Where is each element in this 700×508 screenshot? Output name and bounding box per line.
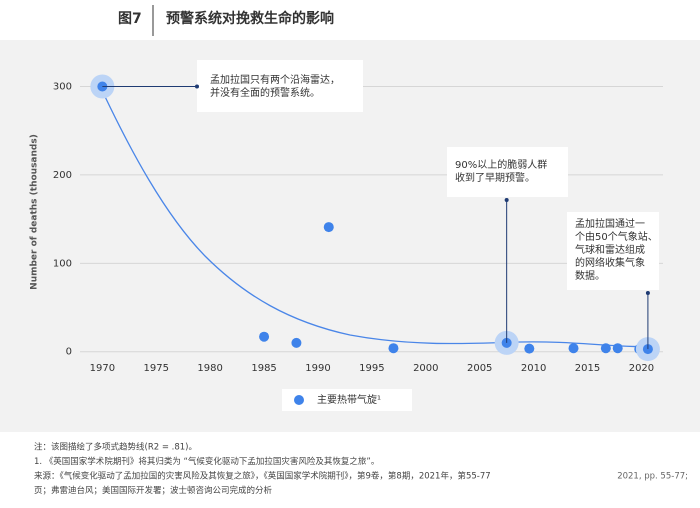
footer-text: 页；弗雷迪台风；美国国际开发署；波士顿咨询公司完成的分析 [34, 485, 273, 496]
annotation-text: 孟加拉国通过一 [575, 217, 645, 230]
point [388, 343, 399, 354]
trend-line [99, 85, 651, 348]
point [568, 343, 579, 354]
annotation-text: 并没有全面的预警系统。 [210, 86, 320, 99]
point [323, 222, 334, 233]
x-tick-label: 2015 [575, 363, 600, 374]
y-axis-label: Number of deaths (thousands) [30, 134, 40, 290]
connector-dot [645, 291, 650, 295]
point [524, 343, 535, 354]
point [600, 343, 611, 354]
plot: 0 100 200 300 1970 1975 1980 1985 1990 1995 2000 20… [30, 82, 663, 374]
connector-dot [195, 84, 199, 89]
annotation-text: 的网络收集气象 [575, 256, 645, 269]
annotation-box [567, 212, 659, 290]
footer-text: 2021, pp. 55-77; [617, 472, 688, 482]
x-tick-label: 1975 [144, 363, 169, 374]
point [259, 331, 270, 342]
annotation-text: 收到了早期预警。 [455, 171, 535, 184]
annotation-box [447, 147, 568, 197]
annotation-text: 90%以上的脆弱人群 [455, 158, 547, 171]
overlay: 孟加拉国只有两个沿海雷达，并没有全面的预警系统。 90%以上的脆弱人群收到了早期预… [90, 60, 660, 411]
y-tick-label: 300 [53, 82, 72, 93]
x-tick-label: 1980 [197, 363, 222, 374]
footer-text: 注：该图描绘了多项式趋势线(R2 = .81)。 [34, 442, 197, 453]
legend-label: 主要热带气旋¹ [317, 393, 381, 406]
annotation-box [197, 60, 363, 112]
y-tick-label: 100 [53, 258, 72, 269]
x-tick-label: 2010 [521, 363, 546, 374]
annotation-text: 气球和雷达组成 [575, 243, 645, 256]
figure-title: 预警系统对挽救生命的影响 [166, 10, 334, 27]
annotation-text: 孟加拉国只有两个沿海雷达， [210, 73, 340, 86]
x-tick-label: 1990 [305, 363, 330, 374]
figure-number: 图7 [118, 11, 142, 27]
point [291, 337, 302, 348]
x-tick-label: 2005 [467, 363, 492, 374]
annotation-text: 数据。 [575, 269, 605, 282]
footer-text: 来源：《气候变化驱动了孟加拉国的灾害风险及其恢复之旅》，《英国国家学术院期刊》，… [34, 471, 491, 482]
y-tick-label: 0 [66, 347, 72, 358]
x-tick-label: 2000 [413, 363, 438, 374]
x-tick-label: 1985 [251, 363, 276, 374]
legend-marker [294, 395, 304, 405]
point [612, 343, 623, 354]
connector-dot [504, 198, 509, 202]
footer-text: 1. 《英国国家学术院期刊》将其归类为 “气候变化驱动下孟加拉国灾害风险及其恢复… [34, 456, 379, 467]
legend-box [282, 389, 412, 411]
x-tick-label: 1995 [359, 363, 384, 374]
x-tick-label: 1970 [90, 363, 115, 374]
annotation-text: 个由50个气象站、 [575, 230, 658, 243]
x-tick-label: 2020 [629, 363, 654, 374]
y-tick-label: 200 [53, 170, 72, 181]
